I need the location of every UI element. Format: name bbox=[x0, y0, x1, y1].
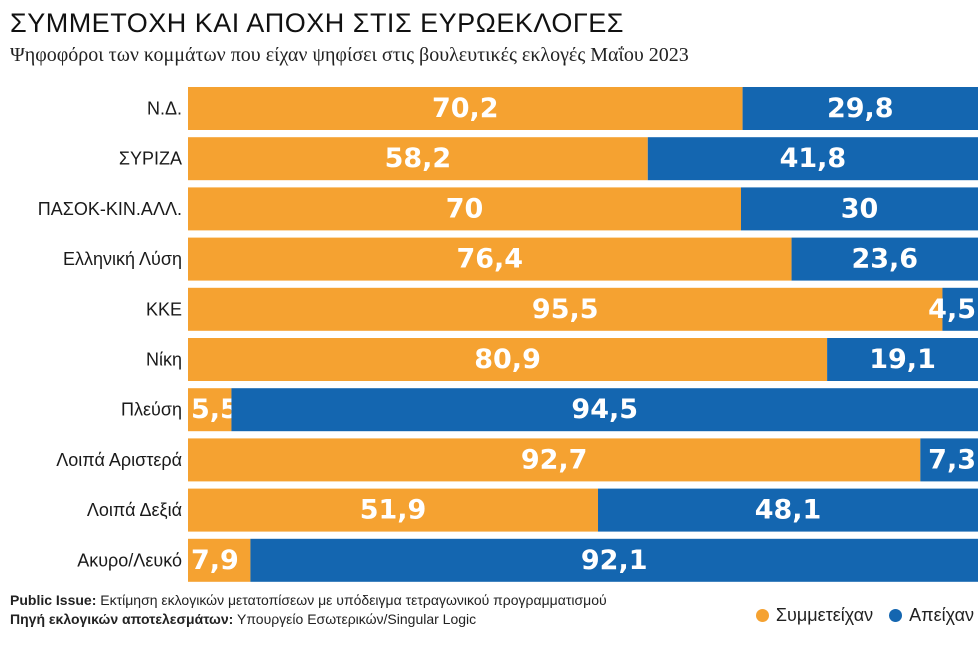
bar-participated bbox=[188, 137, 648, 181]
value-label-participated: 5,5 bbox=[191, 394, 239, 425]
value-label-abstained: 23,6 bbox=[851, 244, 918, 275]
value-label-abstained: 48,1 bbox=[755, 495, 822, 526]
bar-participated bbox=[188, 488, 599, 532]
legend-dot-participated bbox=[755, 609, 769, 622]
category-label: Λοιπά Δεξιά bbox=[87, 500, 182, 520]
value-label-participated: 92,7 bbox=[521, 444, 588, 475]
value-label-participated: 76,4 bbox=[456, 244, 523, 275]
legend-item-participated: Συμμετείχαν bbox=[755, 605, 874, 626]
value-label-abstained: 92,1 bbox=[581, 545, 648, 576]
value-label-abstained: 30 bbox=[841, 193, 879, 224]
legend-label-participated: Συμμετείχαν bbox=[775, 605, 874, 625]
bar-abstained bbox=[920, 438, 978, 482]
bar-abstained bbox=[942, 287, 978, 331]
value-label-abstained: 19,1 bbox=[869, 344, 936, 375]
value-label-abstained: 41,8 bbox=[780, 143, 847, 174]
bar-participated bbox=[188, 87, 743, 130]
source-line-1: Public Issue: Εκτίμηση εκλογικών μετατοπ… bbox=[10, 591, 607, 610]
chart-footer: Public Issue: Εκτίμηση εκλογικών μετατοπ… bbox=[10, 591, 607, 629]
bar-abstained bbox=[250, 538, 978, 582]
legend-item-abstained: Απείχαν bbox=[889, 605, 974, 626]
value-label-participated: 51,9 bbox=[360, 495, 427, 526]
value-label-participated: 80,9 bbox=[474, 344, 541, 375]
source-1-text: Εκτίμηση εκλογικών μετατοπίσεων με υπόδε… bbox=[96, 592, 607, 608]
bar-participated bbox=[188, 388, 232, 432]
category-label: Ακυρο/Λευκό bbox=[77, 550, 182, 570]
source-1-label: Public Issue: bbox=[10, 592, 97, 608]
bar-abstained bbox=[827, 338, 978, 381]
bar-participated bbox=[188, 438, 921, 482]
value-label-abstained: 4,5 bbox=[928, 294, 976, 325]
value-label-participated: 95,5 bbox=[532, 294, 599, 325]
legend-label-abstained: Απείχαν bbox=[909, 605, 974, 625]
bar-abstained bbox=[598, 488, 978, 532]
value-label-abstained: 7,3 bbox=[928, 444, 976, 475]
stacked-bar-chart: Ν.Δ. 70,2 29,8 ΣΥΡΙΖΑ 58,2 41,8 ΠΑΣΟΚ-ΚΙΝ.ΑΛΛ.… bbox=[38, 87, 978, 582]
category-label: Λοιπά Αριστερά bbox=[56, 450, 182, 470]
bar-abstained bbox=[741, 187, 978, 231]
legend-dot-abstained bbox=[889, 609, 903, 622]
chart-subtitle: Ψηφοφόροι των κομμάτων που είχαν ψηφίσει… bbox=[10, 44, 689, 66]
chart-title: ΣΥΜΜΕΤΟΧΗ ΚΑΙ ΑΠΟΧΗ ΣΤΙΣ ΕΥΡΩΕΚΛΟΓΕΣ bbox=[10, 8, 624, 38]
value-label-participated: 70 bbox=[446, 193, 484, 224]
value-label-participated: 7,9 bbox=[191, 545, 239, 576]
source-2-label: Πηγή εκλογικών αποτελεσμάτων: bbox=[10, 611, 234, 627]
bar-participated bbox=[188, 187, 741, 231]
chart-legend: Συμμετείχαν Απείχαν bbox=[746, 605, 974, 626]
bar-abstained bbox=[791, 237, 978, 281]
bar-abstained bbox=[742, 87, 978, 130]
bar-participated bbox=[188, 538, 251, 582]
category-label: Πλεύση bbox=[121, 400, 182, 420]
source-line-2: Πηγή εκλογικών αποτελεσμάτων: Υπουργείο … bbox=[10, 610, 607, 629]
value-label-abstained: 94,5 bbox=[571, 394, 638, 425]
source-2-text: Υπουργείο Εσωτερικών/Singular Logic bbox=[233, 611, 477, 627]
bar-participated bbox=[188, 287, 943, 331]
category-label: Ελληνική Λύση bbox=[63, 249, 182, 269]
category-label: ΚΚΕ bbox=[146, 299, 182, 319]
category-label: ΠΑΣΟΚ-ΚΙΝ.ΑΛΛ. bbox=[38, 199, 182, 219]
category-label: ΣΥΡΙΖΑ bbox=[119, 149, 182, 169]
bar-participated bbox=[188, 338, 828, 381]
category-label: Νίκη bbox=[146, 350, 182, 370]
value-label-participated: 70,2 bbox=[432, 93, 499, 124]
bar-abstained bbox=[647, 137, 978, 181]
value-label-participated: 58,2 bbox=[385, 143, 452, 174]
bar-abstained bbox=[231, 388, 978, 432]
category-label: Ν.Δ. bbox=[147, 99, 182, 119]
bar-participated bbox=[188, 237, 792, 281]
value-label-abstained: 29,8 bbox=[827, 93, 894, 124]
